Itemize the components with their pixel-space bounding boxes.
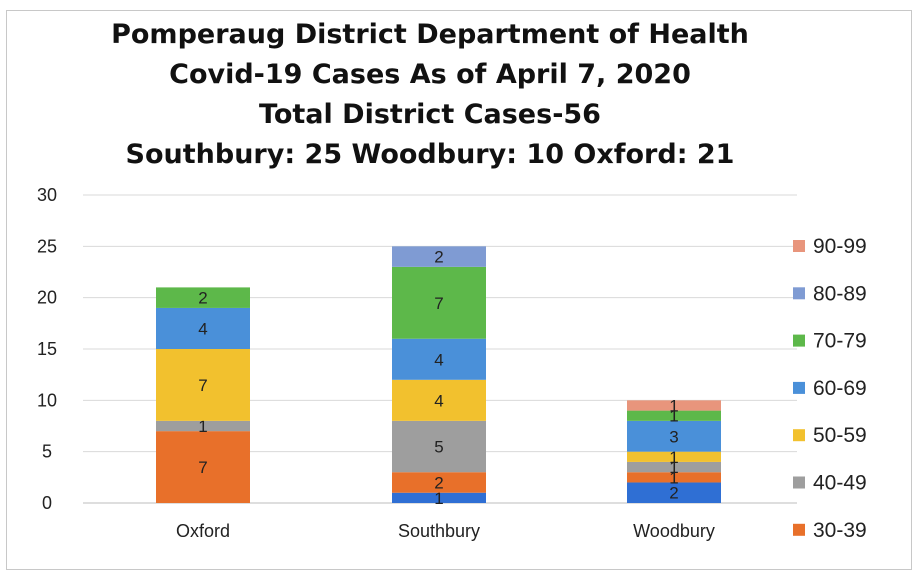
y-tick-label: 5 [42, 442, 52, 462]
legend-swatch [793, 476, 805, 489]
data-label: 2 [198, 289, 207, 308]
legend-label: 90-99 [813, 235, 867, 258]
bar-segment [156, 287, 250, 308]
chart-title-line-4: Southbury: 25 Woodbury: 10 Oxford: 21 [125, 139, 735, 170]
y-tick-label: 30 [37, 185, 57, 205]
legend-label: 70-79 [813, 330, 867, 353]
chart-title-line-1: Pomperaug District Department of Health [111, 19, 749, 50]
bar-segment [627, 461, 721, 473]
bar-segment [392, 492, 486, 503]
legend-swatch [793, 429, 805, 442]
category-label: Oxford [176, 521, 230, 541]
bar-segment [627, 400, 721, 411]
legend-label: 60-69 [813, 377, 867, 400]
legend-swatch [793, 334, 805, 347]
bar-segment [156, 349, 250, 421]
data-label: 3 [669, 427, 678, 446]
data-label: 1 [669, 468, 678, 487]
data-label: 1 [669, 448, 678, 467]
data-label: 2 [434, 473, 443, 492]
legend-swatch [793, 240, 805, 252]
bar-segment [627, 420, 721, 452]
data-label: 1 [669, 396, 678, 415]
chart-title-line-2: Covid-19 Cases As of April 7, 2020 [169, 59, 691, 90]
data-label: 1 [669, 458, 678, 477]
bar-segment [627, 472, 721, 483]
data-label: 7 [434, 294, 443, 313]
data-label: 4 [434, 350, 443, 369]
data-label: 2 [434, 248, 443, 267]
legend-label: 80-89 [813, 282, 867, 305]
bar-segment [392, 420, 486, 473]
data-label: 2 [669, 484, 678, 503]
chart-frame: Pomperaug District Department of Health … [6, 10, 912, 570]
bar-segment [627, 410, 721, 421]
bar-segment [392, 266, 486, 339]
chart-title-line-3: Total District Cases-56 [259, 99, 601, 130]
legend-label: 40-49 [813, 472, 867, 495]
data-label: 1 [434, 489, 443, 508]
legend-swatch [793, 523, 805, 536]
category-label: Southbury [398, 521, 480, 541]
legend-swatch [793, 381, 805, 394]
bar-segment [392, 472, 486, 493]
legend-swatch [793, 287, 805, 300]
y-tick-label: 20 [37, 288, 57, 308]
data-label: 7 [198, 376, 207, 395]
y-tick-label: 0 [42, 493, 52, 513]
data-label: 1 [198, 417, 207, 436]
data-label: 5 [434, 438, 443, 457]
stacked-bar-chart: 05101520253071742Oxford1254472Southbury2… [37, 185, 867, 542]
legend-label: 50-59 [813, 424, 867, 447]
bar-segment [392, 246, 486, 267]
bar-segment [392, 338, 486, 380]
bar-segment [156, 431, 250, 503]
y-tick-label: 15 [37, 339, 57, 359]
data-label: 1 [669, 407, 678, 426]
bar-segment [627, 451, 721, 462]
data-label: 4 [198, 319, 207, 338]
y-tick-label: 10 [37, 390, 57, 410]
data-label: 7 [198, 458, 207, 477]
category-label: Woodbury [633, 521, 715, 541]
data-label: 4 [434, 391, 443, 410]
bar-segment [156, 420, 250, 432]
y-tick-label: 25 [37, 236, 57, 256]
bar-segment [156, 307, 250, 349]
bar-segment [627, 482, 721, 503]
bar-segment [392, 379, 486, 421]
legend-label: 30-39 [813, 519, 867, 542]
